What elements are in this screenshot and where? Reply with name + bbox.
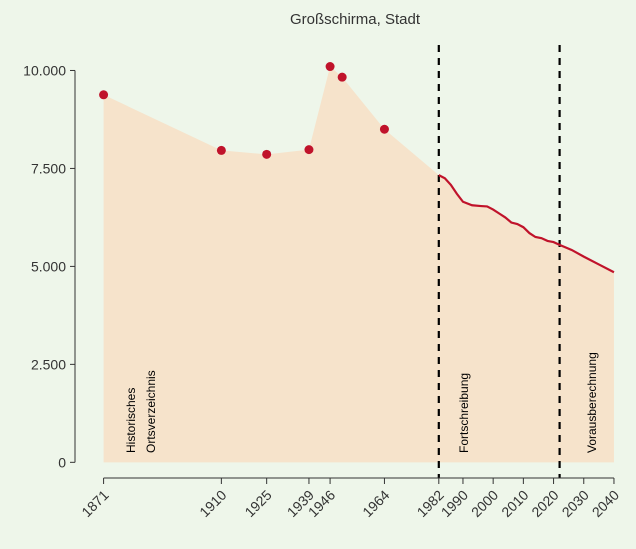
annotation: Vorausberechnung	[585, 352, 599, 453]
point	[379, 124, 389, 134]
x-tick-label: 1871	[78, 487, 111, 520]
point	[325, 62, 335, 72]
y-tick-label: 5.000	[31, 258, 66, 274]
x-tick-label: 2030	[559, 487, 592, 520]
x-tick-label: 1910	[196, 487, 229, 520]
x-tick-label: 2020	[528, 487, 561, 520]
annotation: Ortsverzeichnis	[144, 370, 158, 453]
x-tick-label: 2010	[498, 487, 531, 520]
point	[99, 90, 109, 100]
y-tick-label: 10.000	[23, 62, 66, 78]
area	[103, 66, 614, 463]
y-tick-label: 0	[58, 454, 66, 470]
annotation: Historisches	[124, 388, 138, 453]
x-tick-label: 2000	[468, 487, 501, 520]
y-tick-label: 7.500	[31, 160, 66, 176]
x-tick-label: 1964	[359, 487, 392, 520]
x-tick-label: 1925	[241, 487, 274, 520]
annotation: Fortschreibung	[457, 373, 471, 453]
point	[304, 145, 314, 155]
y-tick-label: 2.500	[31, 356, 66, 372]
x-tick-label: 1990	[438, 487, 471, 520]
chart-title: Großschirma, Stadt	[290, 11, 421, 28]
x-tick-label: 2040	[589, 487, 622, 520]
line	[438, 174, 615, 274]
point	[337, 72, 347, 82]
point	[262, 149, 272, 159]
point	[216, 145, 226, 155]
